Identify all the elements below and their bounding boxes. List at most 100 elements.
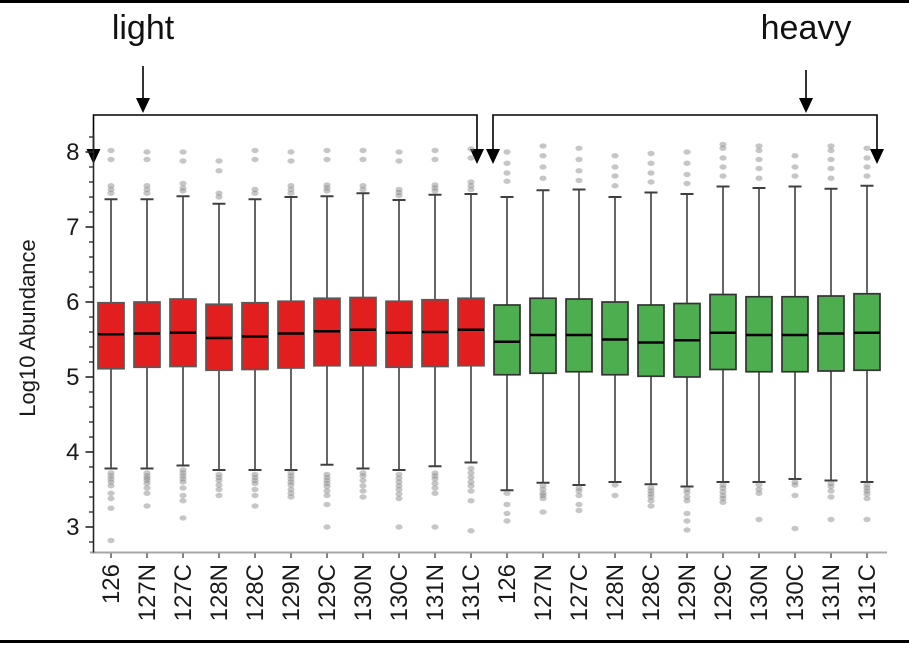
outlier-dot-light-129C	[323, 147, 331, 154]
outlier-dot-light-128N	[215, 190, 223, 196]
box-heavy-128C	[637, 304, 665, 378]
outlier-dot-light-131C	[467, 488, 475, 494]
outlier-dot-light-126	[107, 537, 115, 544]
outlier-dot-heavy-127C	[575, 492, 583, 499]
x-tick-label-light-131C: 131C	[458, 564, 485, 621]
outlier-dot-heavy-131C	[863, 495, 871, 502]
outlier-dot-light-131C	[467, 470, 475, 476]
y-tick-label: 8	[66, 139, 79, 166]
box-heavy-126	[493, 304, 521, 376]
outlier-dot-light-131C	[467, 498, 475, 504]
outlier-dot-heavy-131N	[827, 165, 835, 172]
outlier-dot-light-129N	[287, 479, 295, 485]
outlier-dot-light-128C	[251, 503, 259, 509]
outlier-dot-heavy-131N	[827, 494, 835, 500]
outlier-dot-light-131N	[431, 156, 439, 163]
y-tick-label: 6	[66, 289, 79, 316]
outlier-dot-heavy-130C	[791, 525, 799, 532]
arrowhead-icon	[136, 98, 150, 113]
outlier-dot-light-127N	[143, 480, 151, 487]
outlier-dot-heavy-127N	[539, 490, 547, 496]
outlier-dot-light-130C	[395, 158, 403, 164]
outlier-dot-light-128C	[251, 486, 259, 493]
x-tick-label-light-129C: 129C	[314, 564, 341, 621]
outlier-dot-light-130N	[359, 183, 367, 189]
light-group-bracket	[92, 114, 478, 150]
x-tick-label-heavy-129C: 129C	[710, 564, 737, 621]
outlier-dot-light-129N	[287, 158, 295, 164]
outlier-dot-heavy-127N	[539, 143, 547, 149]
outlier-dot-heavy-130C	[791, 173, 799, 179]
outlier-dot-heavy-128C	[647, 150, 655, 157]
x-tick-label-light-130N: 130N	[350, 564, 377, 621]
outlier-dot-heavy-128N	[611, 153, 619, 159]
arrowhead-icon	[486, 149, 500, 164]
outlier-dot-light-130N	[359, 477, 367, 484]
outlier-dot-heavy-129N	[683, 489, 691, 496]
arrowhead-icon	[470, 149, 484, 164]
y-tick-label: 3	[66, 514, 79, 541]
outlier-dot-heavy-129C	[719, 141, 727, 148]
outlier-dot-heavy-127N	[539, 486, 547, 493]
outlier-dot-light-127C	[179, 185, 187, 191]
outlier-dot-light-127C	[179, 479, 187, 485]
x-tick-label-heavy-131N: 131N	[818, 564, 845, 621]
outlier-dot-heavy-129N	[683, 527, 691, 533]
outlier-dot-heavy-128C	[647, 160, 655, 166]
outlier-dot-heavy-131N	[827, 147, 835, 154]
outlier-dot-light-127C	[179, 180, 187, 187]
outlier-dot-heavy-129C	[719, 492, 727, 499]
outlier-dot-light-127N	[143, 475, 151, 481]
outlier-dot-heavy-129N	[683, 149, 691, 155]
outlier-dot-heavy-128N	[611, 482, 619, 488]
outlier-dot-light-128N	[215, 492, 223, 499]
box-light-130C	[385, 300, 413, 369]
outlier-dot-light-129C	[323, 474, 331, 481]
outlier-dot-heavy-130C	[791, 492, 799, 499]
y-tick-label: 5	[66, 364, 79, 391]
outlier-dot-light-126	[107, 476, 115, 482]
outlier-dot-light-130N	[359, 483, 367, 489]
outlier-dot-light-130N	[359, 488, 367, 494]
outlier-dot-heavy-126	[503, 510, 511, 517]
outlier-dot-heavy-131N	[827, 516, 835, 523]
outlier-dot-light-131N	[431, 470, 439, 476]
outlier-dot-light-131N	[431, 480, 439, 487]
outlier-dot-heavy-130C	[791, 164, 799, 170]
outlier-dot-heavy-131C	[863, 164, 871, 170]
y-tick-label: 4	[66, 439, 79, 466]
outlier-dot-heavy-130N	[755, 482, 763, 488]
outlier-dot-heavy-128N	[611, 183, 619, 189]
outlier-dot-light-127N	[143, 485, 151, 491]
outlier-dot-light-126	[107, 190, 115, 196]
outlier-dot-light-131N	[431, 473, 439, 479]
outlier-dot-light-131C	[467, 183, 475, 189]
outlier-dot-light-129N	[287, 482, 295, 488]
x-tick-label-heavy-128N: 128N	[602, 564, 629, 621]
outlier-dot-light-127N	[143, 490, 151, 496]
outlier-dot-light-128C	[251, 147, 259, 154]
outlier-dot-light-130C	[395, 483, 403, 489]
outlier-dot-heavy-130N	[755, 156, 763, 163]
outlier-dot-light-129C	[323, 492, 331, 499]
outlier-dot-light-129N	[287, 190, 295, 196]
outlier-dot-light-129C	[323, 483, 331, 490]
outlier-dot-light-129C	[323, 488, 331, 494]
group-label-light: light	[111, 9, 175, 47]
x-tick-label-heavy-130C: 130C	[782, 564, 809, 621]
outlier-dot-light-131N	[431, 524, 439, 530]
outlier-dot-heavy-129C	[719, 482, 727, 488]
outlier-dot-light-127N	[143, 186, 151, 193]
outlier-dot-heavy-129C	[719, 485, 727, 491]
outlier-dot-light-126	[107, 470, 115, 476]
outlier-dot-heavy-130N	[755, 147, 763, 154]
outlier-dot-heavy-130N	[755, 486, 763, 493]
x-tick-label-heavy-129N: 129N	[674, 564, 701, 621]
outlier-dot-light-126	[107, 147, 115, 154]
outlier-dot-heavy-128C	[647, 494, 655, 500]
outlier-dot-light-126	[107, 156, 115, 163]
outlier-dot-heavy-129C	[719, 145, 727, 151]
outlier-dot-light-128C	[251, 474, 259, 481]
outlier-dot-light-130N	[359, 147, 367, 154]
outlier-dot-light-131C	[467, 483, 475, 489]
